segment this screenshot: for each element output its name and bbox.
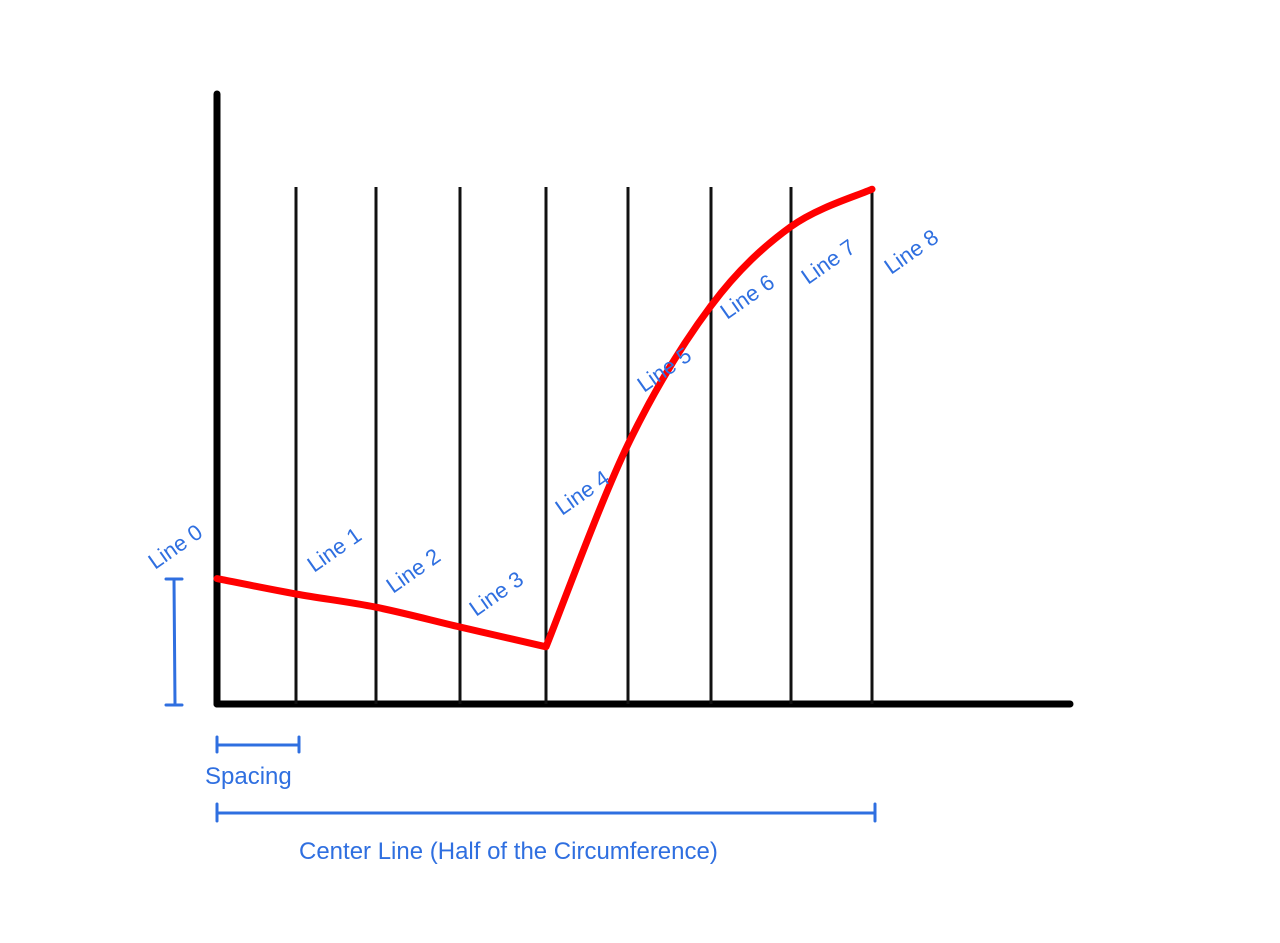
spacing-label: Spacing bbox=[205, 763, 292, 790]
line-label-8: Line 8 bbox=[880, 224, 943, 279]
guide-lines bbox=[294, 187, 874, 704]
line-labels: Line 0 Line 1 Line 2 Line 3 Line 4 Line … bbox=[144, 224, 943, 621]
height-bracket bbox=[164, 577, 184, 707]
line-label-6: Line 6 bbox=[716, 269, 779, 324]
line-label-2: Line 2 bbox=[382, 543, 445, 598]
center-line-label: Center Line (Half of the Circumference) bbox=[299, 838, 718, 865]
line-label-3: Line 3 bbox=[465, 566, 528, 621]
spacing-bracket bbox=[215, 735, 301, 754]
line-label-0: Line 0 bbox=[144, 519, 207, 574]
profile-curve bbox=[213, 185, 876, 651]
line-label-7: Line 7 bbox=[797, 234, 860, 289]
center-line-bracket bbox=[215, 802, 877, 823]
line-label-5: Line 5 bbox=[633, 342, 696, 397]
line-label-1: Line 1 bbox=[303, 522, 366, 577]
